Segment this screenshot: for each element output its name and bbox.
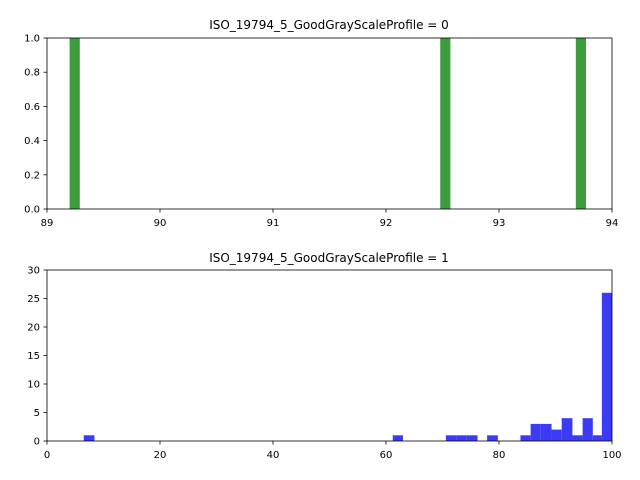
y-tick-label: 30 xyxy=(27,266,40,277)
x-tick-label: 60 xyxy=(380,450,393,461)
chart-panel-profile-0: ISO_19794_5_GoodGrayScaleProfile = 0 89 9… xyxy=(24,18,618,229)
histogram-bar xyxy=(520,435,531,441)
histogram-bar xyxy=(83,435,95,441)
histogram-bar xyxy=(530,423,541,441)
y-tick-label: 1.0 xyxy=(24,34,40,45)
chart-panel-profile-1: ISO_19794_5_GoodGrayScaleProfile = 1 0 20… xyxy=(27,251,621,461)
x-tick-label: 100 xyxy=(602,450,621,461)
histogram-bar xyxy=(392,435,403,441)
x-tick-label: 80 xyxy=(493,450,506,461)
histogram-bar xyxy=(466,435,478,441)
chart-title: ISO_19794_5_GoodGrayScaleProfile = 0 xyxy=(209,18,449,32)
x-tick-label: 20 xyxy=(154,450,167,461)
histogram-bar xyxy=(445,435,457,441)
histogram-bar xyxy=(551,429,562,441)
y-tick-label: 0 xyxy=(34,437,40,448)
histogram-bar xyxy=(582,418,593,441)
histogram-bar xyxy=(575,38,587,209)
histogram-bar xyxy=(592,435,602,441)
x-tick-label: 94 xyxy=(606,218,619,229)
y-tick-label: 10 xyxy=(27,380,40,391)
x-tick-label: 92 xyxy=(380,218,393,229)
histogram-bar xyxy=(572,435,583,441)
x-tick-label: 90 xyxy=(154,218,167,229)
y-tick-label: 0.4 xyxy=(24,136,40,147)
x-tick-label: 0 xyxy=(44,450,50,461)
histogram-bar xyxy=(561,418,573,441)
chart-title: ISO_19794_5_GoodGrayScaleProfile = 1 xyxy=(209,251,449,265)
y-tick-label: 15 xyxy=(27,351,40,362)
histogram-bar xyxy=(540,423,552,441)
axes-frame xyxy=(46,269,613,442)
y-tick-label: 20 xyxy=(27,323,40,334)
histogram-bar xyxy=(487,435,498,441)
x-tick-label: 93 xyxy=(493,218,506,229)
plot-area: 0 20 40 60 80 100 0 5 10 15 20 25 30 xyxy=(27,266,621,462)
y-tick-label: 5 xyxy=(34,408,40,419)
y-tick-label: 0.0 xyxy=(24,205,40,216)
histogram-bar xyxy=(456,435,467,441)
histogram-bar xyxy=(601,292,612,441)
y-tick-label: 0.8 xyxy=(24,68,40,79)
x-tick-label: 40 xyxy=(267,450,280,461)
histogram-bar xyxy=(440,38,451,209)
histogram-bar xyxy=(69,38,80,209)
plot-area: 89 90 91 92 93 94 0.0 0.2 0.4 0.6 0.8 1.0 xyxy=(24,34,618,230)
axes-frame xyxy=(46,37,613,210)
y-tick-label: 0.2 xyxy=(24,170,40,181)
y-tick-label: 25 xyxy=(27,294,40,305)
x-tick-label: 91 xyxy=(267,218,280,229)
y-tick-label: 0.6 xyxy=(24,102,40,113)
x-tick-label: 89 xyxy=(41,218,54,229)
